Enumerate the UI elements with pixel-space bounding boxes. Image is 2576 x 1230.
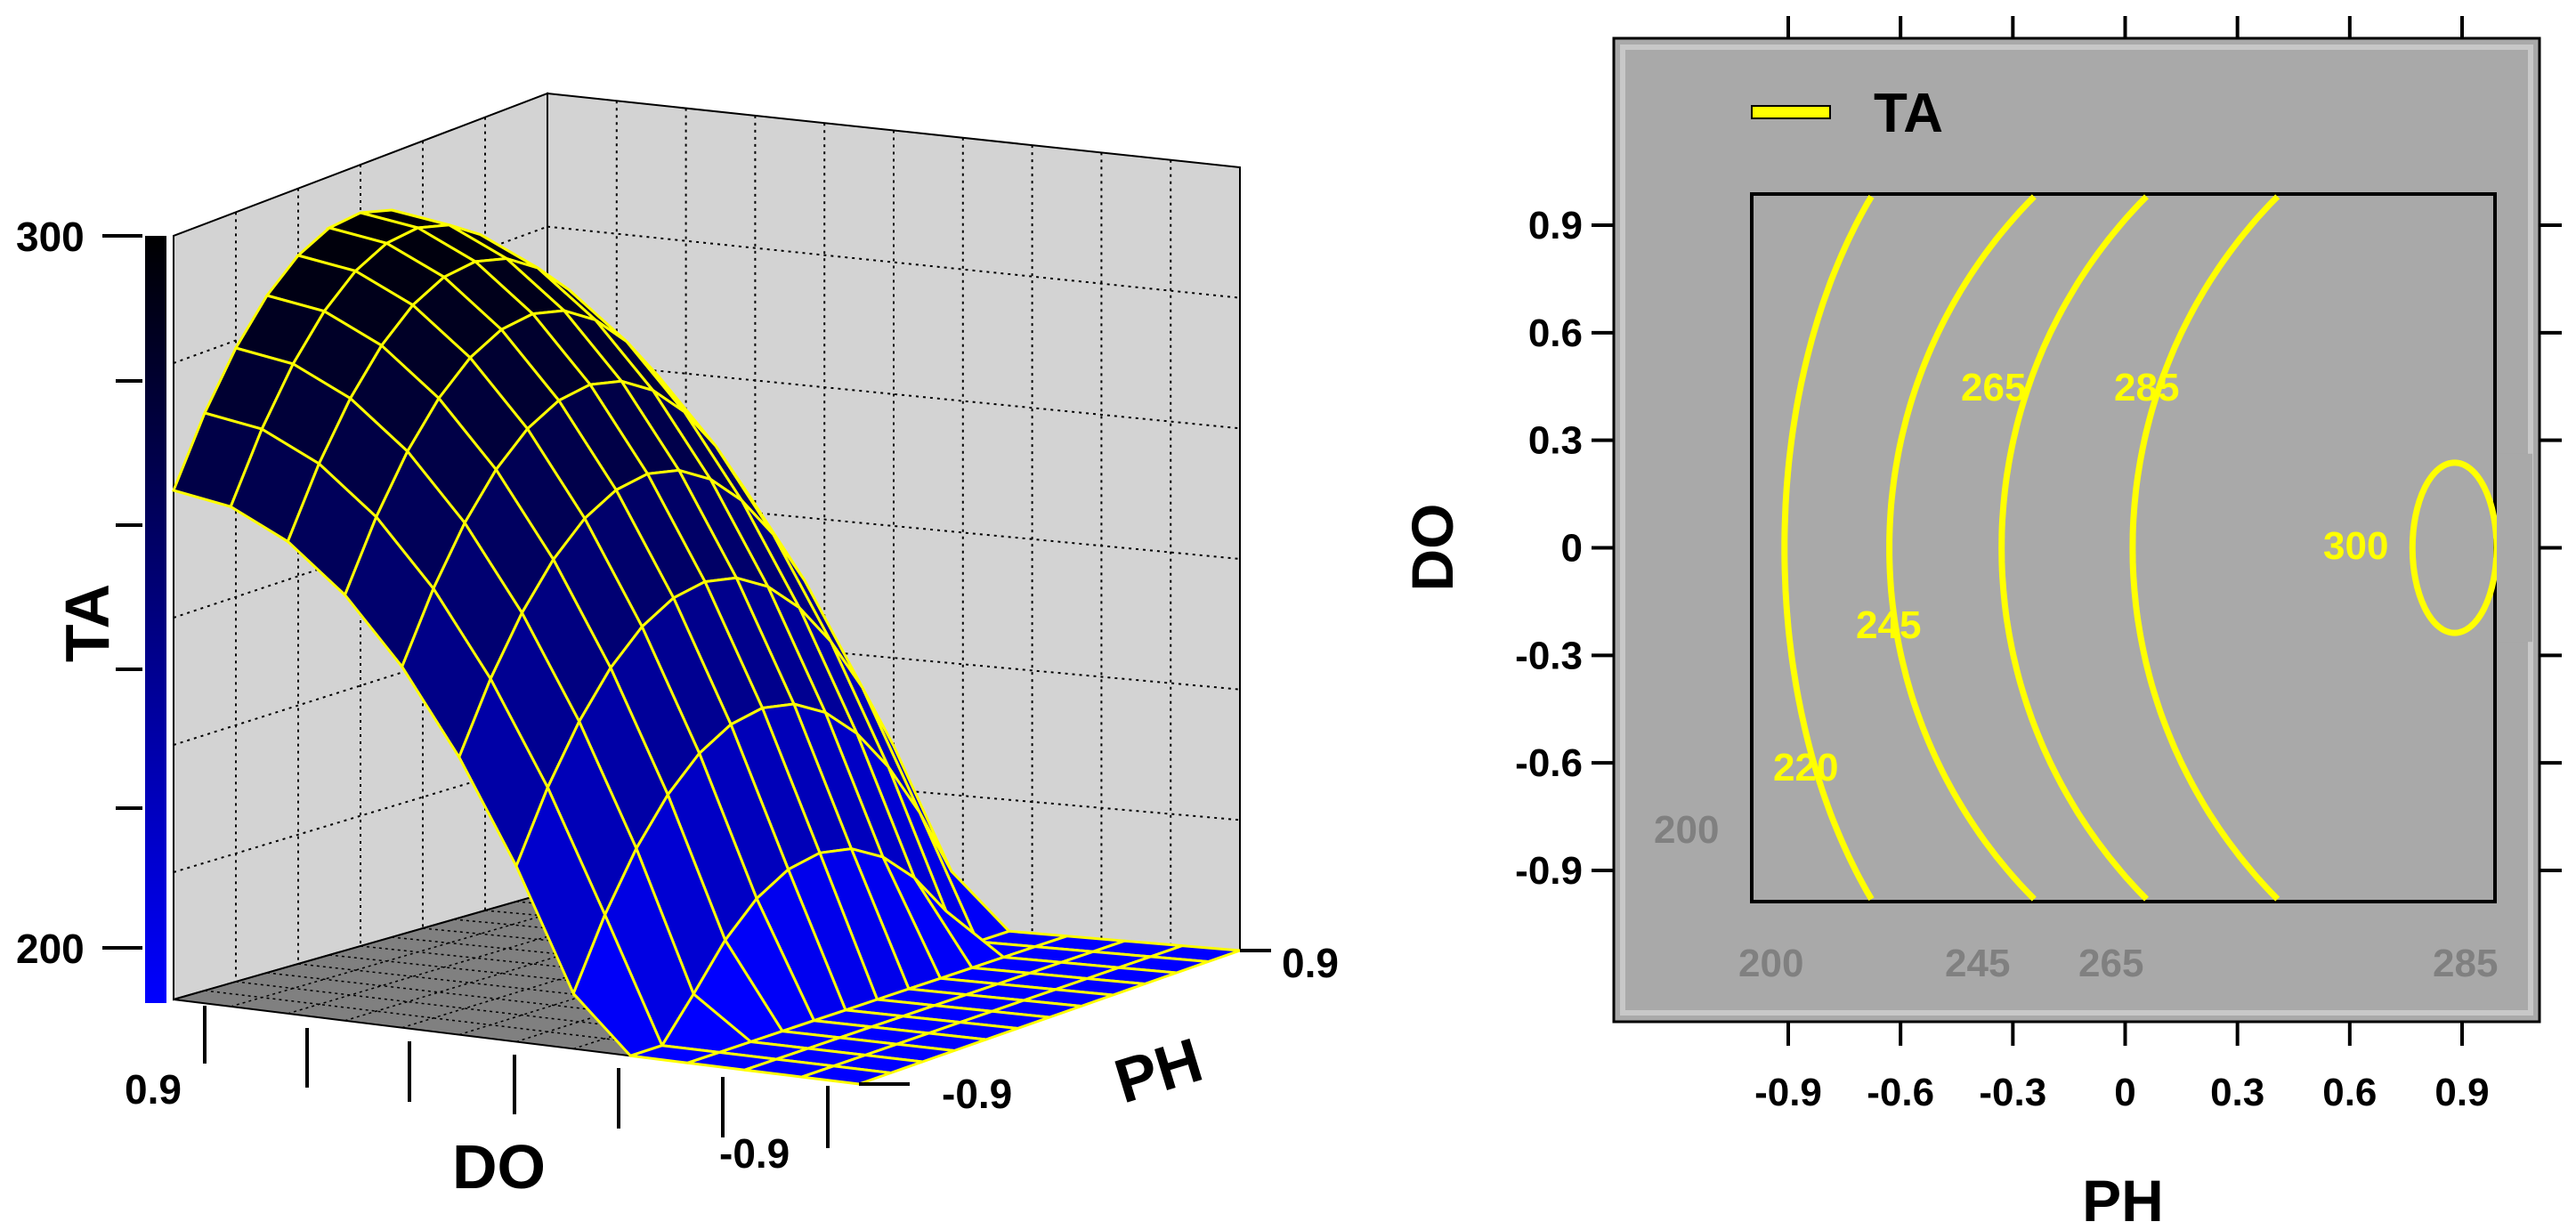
contour-y-tick-label: 0.6 xyxy=(1528,312,1583,355)
contour-x-tick-label: -0.3 xyxy=(1979,1071,2046,1114)
contour-line-220 xyxy=(1781,194,1875,902)
wall-grid-line xyxy=(547,359,1241,430)
contour-lines xyxy=(1781,194,2532,902)
ph-axis-ticks xyxy=(859,949,1271,1086)
z-axis-label: TA xyxy=(53,584,122,662)
contour-label-285: 285 xyxy=(2114,366,2179,409)
contour-x-tick-label: 0.6 xyxy=(2322,1071,2377,1114)
z-tick-label-top: 300 xyxy=(16,214,85,260)
contour-y-axis-label: DO xyxy=(1399,504,1465,592)
do-tick-label-0: 0.9 xyxy=(125,1066,182,1113)
surface-plot: 300 200 TA 0.9 -0.9 DO 0.9 -0.9 PH xyxy=(16,92,1339,1202)
contour-y-tick-label: 0 xyxy=(1561,527,1583,570)
contour-y-tick-label: 0.3 xyxy=(1528,419,1583,463)
contour-plot: TA 220 245 265 285 300 200 200 245 265 2… xyxy=(1399,16,2562,1230)
contour-x-axis-label: PH xyxy=(2082,1168,2164,1230)
contour-x-tick-label: -0.6 xyxy=(1867,1071,1934,1114)
contour-y-tick-label: 0.9 xyxy=(1528,204,1583,247)
contour-x-tick-label: 0.3 xyxy=(2210,1071,2264,1114)
edge-label-285-bottom: 285 xyxy=(2433,942,2498,985)
edge-label-200-bottom: 200 xyxy=(1738,942,1803,985)
contour-x-tick-label: 0 xyxy=(2114,1071,2135,1114)
contour-line-285 xyxy=(2129,194,2280,902)
contour-clip-mask xyxy=(2497,453,2532,643)
do-axis-ticks xyxy=(203,1006,830,1148)
ph-axis-label: PH xyxy=(1107,1024,1211,1116)
wall-grid-line xyxy=(547,225,1241,299)
contour-x-tick-label: -0.9 xyxy=(1754,1071,1822,1114)
do-axis-label: DO xyxy=(452,1132,546,1202)
legend-label: TA xyxy=(1874,83,1943,144)
contour-label-300: 300 xyxy=(2323,524,2388,568)
contour-axis-ticks xyxy=(1592,16,2562,1046)
z-tick-label-bottom: 200 xyxy=(16,926,85,972)
z-axis-ticks xyxy=(102,234,142,950)
color-bar xyxy=(145,236,166,1003)
edge-label-265-bottom: 265 xyxy=(2078,942,2143,985)
contour-x-tick-label: 0.9 xyxy=(2434,1071,2489,1114)
contour-y-tick-label: -0.9 xyxy=(1515,849,1583,893)
edge-label-245-bottom: 245 xyxy=(1945,942,2010,985)
surface-mesh xyxy=(171,208,1241,1086)
contour-tick-labels: -0.9 -0.6 -0.3 0 0.3 0.6 0.9 0.9 0.6 0.3 0 -0.3 -0.6… xyxy=(1515,204,2489,1114)
ph-tick-label-0: 0.9 xyxy=(1282,940,1339,986)
contour-label-265: 265 xyxy=(1961,366,2026,409)
contour-line-300 xyxy=(2409,459,2500,636)
edge-label-200-left: 200 xyxy=(1654,808,1719,852)
contour-label-245: 245 xyxy=(1856,603,1921,647)
surface-patch xyxy=(801,1064,892,1086)
contour-line-265 xyxy=(1998,194,2149,902)
contour-frame xyxy=(1612,36,2541,1024)
contour-label-220: 220 xyxy=(1773,746,1838,789)
contour-y-tick-label: -0.6 xyxy=(1515,741,1583,785)
do-tick-label-1: -0.9 xyxy=(719,1130,790,1177)
contour-y-tick-label: -0.3 xyxy=(1515,634,1583,677)
ph-tick-label-1: -0.9 xyxy=(942,1071,1012,1117)
contour-line-245 xyxy=(1886,194,2037,902)
legend-swatch xyxy=(1751,105,1831,119)
